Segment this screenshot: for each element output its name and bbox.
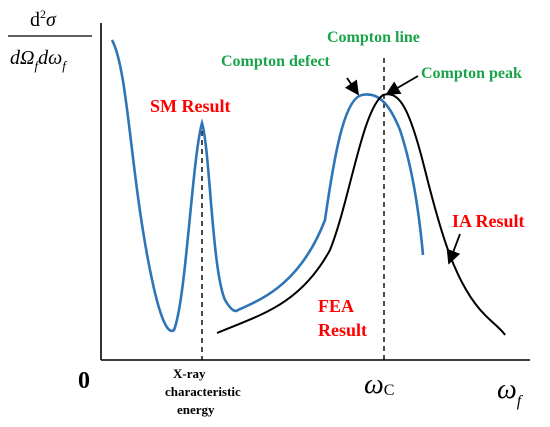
svg-text:X-ray: X-ray (173, 366, 206, 381)
compton-defect-arrow (344, 77, 360, 96)
fea-result-label-line1: FEA (318, 296, 354, 316)
compton-line-label: Compton line (327, 29, 420, 46)
svg-text:d2σ: d2σ (30, 7, 57, 31)
svg-text:energy: energy (177, 402, 215, 417)
sm-result-label: SM Result (150, 96, 231, 116)
omega-c-label: ωC (364, 369, 394, 400)
compton-peak-arrow (385, 75, 419, 95)
compton-defect-label: Compton defect (221, 53, 331, 70)
y-axis-label: d2σ dΩfdωf (8, 7, 92, 73)
xray-characteristic-label: X-ray characteristic energy (165, 366, 241, 417)
ia-curve (216, 93, 506, 336)
svg-text:dΩfdωf: dΩfdωf (10, 47, 68, 73)
ia-result-label: IA Result (452, 211, 525, 231)
ia-result-arrow (446, 233, 461, 265)
svg-text:characteristic: characteristic (165, 384, 241, 399)
omega-f-axis-label: ωf (497, 374, 524, 410)
sm-fea-curve (110, 39, 425, 333)
compton-peak-label: Compton peak (421, 65, 522, 82)
origin-label: 0 (78, 368, 90, 394)
fea-result-label-line2: Result (318, 320, 367, 340)
